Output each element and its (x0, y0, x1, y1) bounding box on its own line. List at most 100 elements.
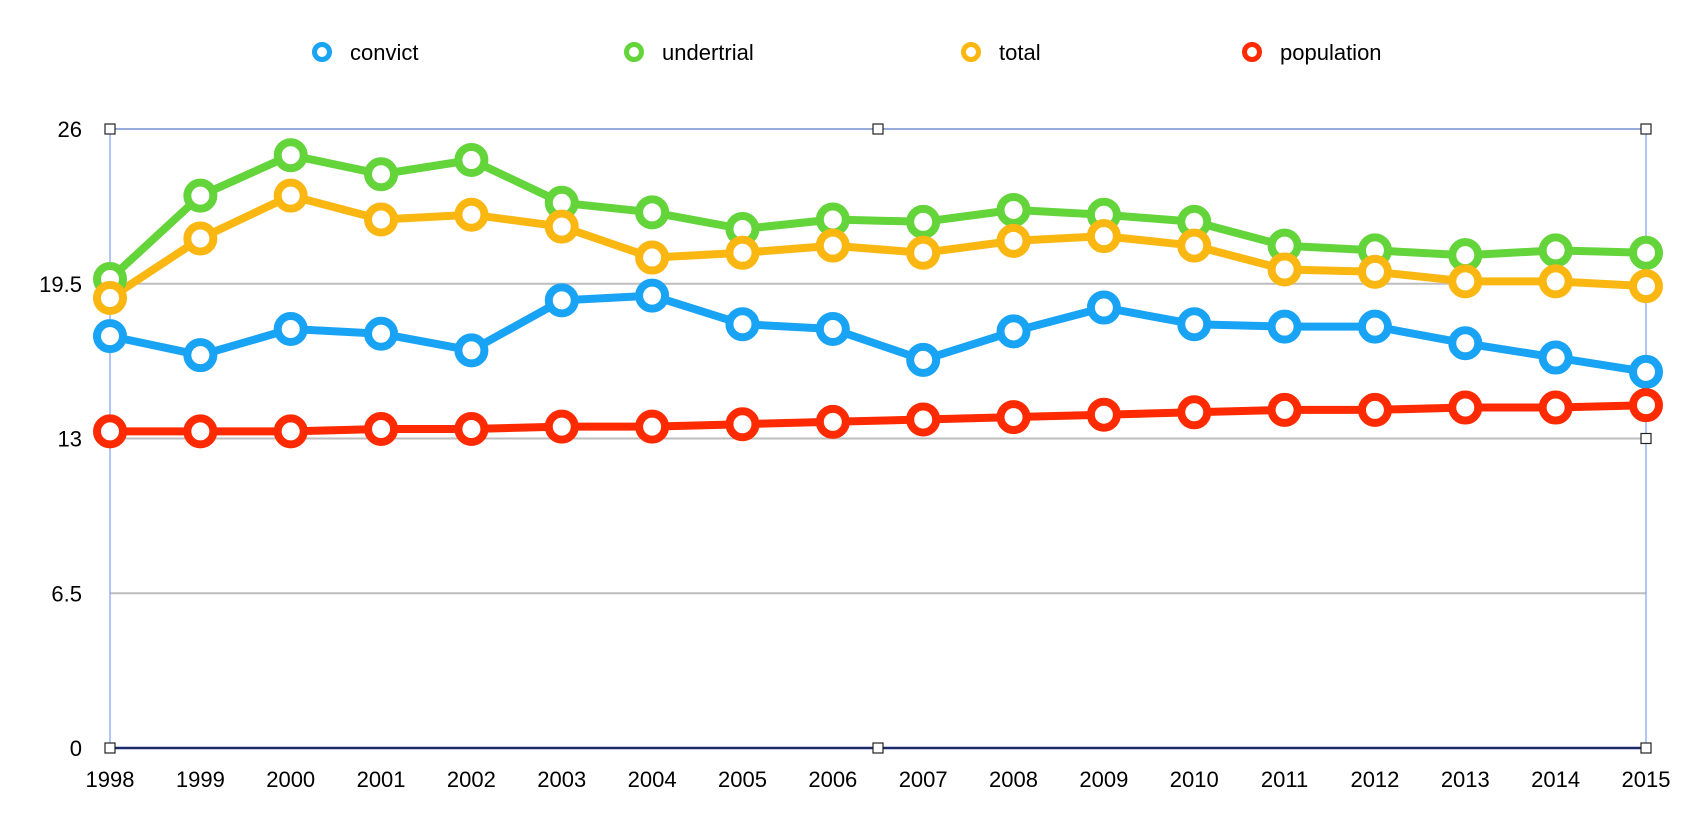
y-tick-label: 19.5 (39, 272, 82, 297)
legend: convict undertrial total population (312, 40, 1382, 65)
legend-marker-population (1242, 42, 1262, 62)
data-point-population (544, 409, 579, 444)
data-point-total (364, 202, 399, 237)
legend-label: total (999, 40, 1041, 65)
x-tick-label: 2015 (1622, 767, 1671, 792)
selection-handle (1640, 123, 1652, 135)
data-point-total (1448, 264, 1483, 299)
data-point-convict (1177, 307, 1212, 342)
y-tick-label: 26 (58, 117, 82, 142)
selection-handle (104, 742, 116, 754)
selection-handle (872, 123, 884, 135)
gridlines (110, 128, 1646, 595)
data-point-convict (183, 338, 218, 373)
data-point-convict (544, 283, 579, 318)
data-point-total (1086, 219, 1121, 254)
data-point-total (183, 221, 218, 256)
data-point-total (454, 197, 489, 232)
series-line-population (106, 401, 1650, 436)
x-tick-label: 2006 (808, 767, 857, 792)
data-point-population (454, 411, 489, 446)
x-tick-label: 2013 (1441, 767, 1490, 792)
selection-handle (872, 742, 884, 754)
data-point-undertrial (1538, 233, 1573, 268)
legend-label: undertrial (662, 40, 754, 65)
x-tick-label: 2002 (447, 767, 496, 792)
data-point-convict (635, 278, 670, 313)
data-point-population (1448, 390, 1483, 425)
data-point-total (544, 209, 579, 244)
x-tick-label: 2010 (1170, 767, 1219, 792)
data-point-convict (454, 333, 489, 368)
data-point-total (906, 235, 941, 270)
x-tick-label: 1999 (176, 767, 225, 792)
data-point-convict (1448, 326, 1483, 361)
data-point-total (1538, 264, 1573, 299)
selection-handle (1640, 742, 1652, 754)
data-point-total (815, 228, 850, 263)
data-point-total (273, 178, 308, 213)
data-point-convict (364, 316, 399, 351)
x-tick-label: 2004 (628, 767, 677, 792)
data-point-undertrial (815, 202, 850, 237)
x-axis-ticks: 1998 1999 2000 2001 2002 2003 2004 2005 2006 2007… (86, 767, 1671, 792)
legend-marker-total (961, 42, 981, 62)
data-point-population (906, 402, 941, 437)
data-point-population (1086, 397, 1121, 432)
legend-label: population (1280, 40, 1382, 65)
data-point-convict (996, 314, 1031, 349)
data-point-undertrial (906, 204, 941, 239)
data-point-convict (1357, 309, 1392, 344)
y-tick-label: 13 (58, 427, 82, 452)
y-tick-label: 0 (70, 736, 82, 761)
data-point-undertrial (1629, 235, 1663, 270)
data-point-population (93, 414, 127, 449)
data-point-total (1267, 252, 1302, 287)
x-tick-label: 2001 (357, 767, 406, 792)
data-point-convict (725, 307, 760, 342)
data-point-total (725, 235, 760, 270)
data-point-total (1357, 254, 1392, 289)
x-tick-label: 2007 (899, 767, 948, 792)
data-point-undertrial (1448, 238, 1483, 273)
data-point-population (1177, 395, 1212, 430)
data-point-convict (1086, 290, 1121, 325)
data-point-population (1629, 388, 1663, 423)
data-point-convict (273, 311, 308, 346)
x-tick-label: 2005 (718, 767, 767, 792)
data-point-undertrial (454, 142, 489, 177)
x-tick-label: 2011 (1261, 767, 1308, 792)
y-tick-label: 6.5 (51, 581, 82, 606)
data-point-total (635, 240, 670, 275)
legend-marker-convict (312, 42, 332, 62)
data-point-undertrial (635, 195, 670, 230)
data-point-population (996, 400, 1031, 435)
x-tick-label: 2009 (1079, 767, 1128, 792)
data-point-convict (93, 319, 127, 354)
data-point-undertrial (364, 157, 399, 192)
x-tick-label: 1998 (86, 767, 135, 792)
legend-label: convict (350, 40, 418, 65)
series-line-undertrial (106, 151, 1650, 283)
series-line-convict (106, 291, 1650, 376)
data-point-undertrial (996, 192, 1031, 227)
x-tick-label: 2003 (537, 767, 586, 792)
x-tick-label: 2014 (1531, 767, 1580, 792)
series-lines (106, 151, 1650, 436)
data-point-total (996, 223, 1031, 258)
data-point-convict (815, 311, 850, 346)
legend-marker-undertrial (624, 42, 644, 62)
data-point-population (183, 414, 218, 449)
x-tick-label: 2012 (1350, 767, 1399, 792)
data-point-population (635, 409, 670, 444)
data-point-total (1177, 228, 1212, 263)
data-point-undertrial (273, 138, 308, 173)
selection-handle (1640, 432, 1652, 445)
data-point-convict (1538, 340, 1573, 375)
data-point-convict (906, 342, 941, 377)
data-point-population (1267, 392, 1302, 427)
x-tick-label: 2000 (266, 767, 315, 792)
data-point-convict (1267, 309, 1302, 344)
